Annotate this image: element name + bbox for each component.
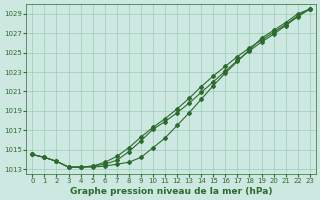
X-axis label: Graphe pression niveau de la mer (hPa): Graphe pression niveau de la mer (hPa) xyxy=(70,187,272,196)
